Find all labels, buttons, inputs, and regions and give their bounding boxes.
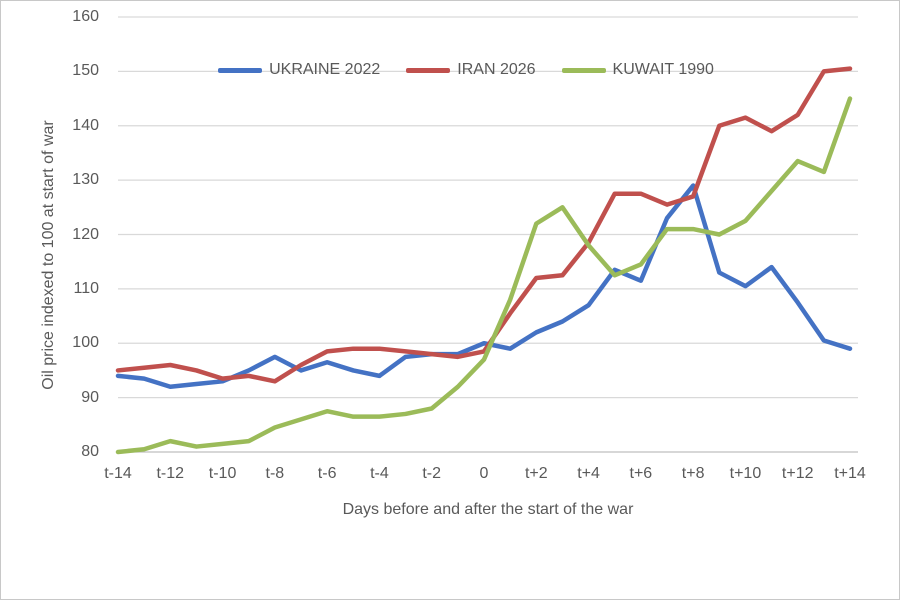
- legend-label-iran: IRAN 2026: [457, 61, 536, 78]
- x-tick-label: t-8: [265, 465, 285, 482]
- x-tick-label: 0: [479, 465, 489, 482]
- x-tick-label: t+2: [524, 465, 548, 482]
- chart-legend: UKRAINE 2022 IRAN 2026 KUWAIT 1990: [1, 59, 899, 81]
- x-tick-label: t-4: [370, 465, 389, 482]
- kuwait-line-swatch: [561, 67, 606, 73]
- x-tick-label: t-10: [208, 465, 237, 482]
- x-tick-label: t-6: [317, 465, 337, 482]
- iran-line-swatch: [406, 67, 451, 73]
- x-tick-label: t-14: [104, 465, 132, 482]
- y-tick-label: 100: [72, 334, 99, 352]
- x-axis-title: Days before and after the start of the w…: [342, 501, 634, 518]
- x-tick-label: t-2: [422, 465, 442, 482]
- legend-item-ukraine: UKRAINE 2022: [218, 61, 380, 79]
- series-line-kuwait-1990: [115, 96, 853, 455]
- y-tick-label: 140: [72, 116, 99, 134]
- y-tick-label: 80: [81, 443, 99, 460]
- legend-item-kuwait: KUWAIT 1990: [561, 61, 714, 79]
- y-tick-label: 160: [72, 8, 99, 25]
- series-line-ukraine-2022: [115, 183, 853, 389]
- x-tick-label: t+14: [834, 465, 866, 482]
- y-tick-label: 90: [81, 388, 99, 406]
- x-tick-label: t-12: [156, 465, 185, 482]
- x-tick-label: t+4: [577, 465, 600, 482]
- y-tick-label: 120: [72, 225, 99, 243]
- x-tick-label: t+8: [681, 465, 705, 482]
- series-line-iran-2026: [115, 66, 853, 384]
- y-tick-label: 110: [73, 279, 99, 297]
- x-tick-label: t+6: [629, 465, 653, 482]
- y-tick-label: 150: [72, 62, 99, 80]
- y-tick-label: 130: [72, 171, 99, 189]
- legend-label-ukraine: UKRAINE 2022: [269, 61, 381, 78]
- x-tick-label: t+10: [729, 465, 762, 482]
- legend-item-iran: IRAN 2026: [406, 61, 536, 79]
- x-tick-label: t+12: [781, 465, 814, 482]
- legend-label-kuwait: KUWAIT 1990: [612, 61, 714, 78]
- ukraine-line-swatch: [218, 67, 263, 73]
